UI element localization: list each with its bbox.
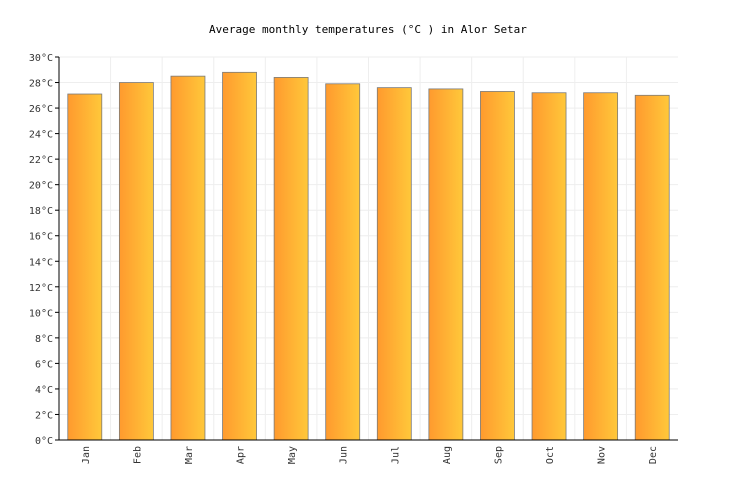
y-tick-label: 8°C (35, 334, 53, 345)
x-tick-label: Mar (184, 446, 195, 464)
y-tick-label: 2°C (35, 410, 53, 421)
y-tick-label: 18°C (29, 206, 53, 217)
y-tick-label: 12°C (29, 283, 53, 294)
chart-title: Average monthly temperatures (°C ) in Al… (209, 23, 527, 36)
x-axis-ticks: Jan Feb Mar Apr May Jun Jul Aug Sep Oct Nov Dec (81, 446, 659, 464)
y-tick-label: 22°C (29, 155, 53, 166)
x-tick-label: Nov (597, 446, 608, 464)
bar-apr (222, 71, 257, 441)
bar-jun (325, 83, 361, 441)
x-tick-label: Sep (493, 446, 504, 464)
bars (67, 71, 670, 441)
x-tick-label: May (287, 446, 298, 464)
bar-aug (428, 88, 464, 441)
x-tick-label: Jan (81, 446, 92, 464)
y-tick-label: 0°C (35, 436, 53, 447)
bar-sep (480, 91, 515, 441)
x-tick-label: Feb (132, 446, 143, 464)
bar-may (273, 77, 309, 441)
y-tick-label: 10°C (29, 308, 53, 319)
y-tick-label: 26°C (29, 104, 53, 115)
y-tick-label: 28°C (29, 79, 53, 90)
x-tick-label: Dec (648, 446, 659, 464)
x-tick-label: Apr (236, 446, 247, 464)
bar-jan (67, 93, 103, 441)
bar-jul (376, 87, 412, 441)
y-tick-label: 6°C (35, 359, 53, 370)
y-tick-label: 16°C (29, 232, 53, 243)
x-tick-label: Oct (545, 446, 556, 464)
bar-feb (118, 82, 154, 441)
x-tick-label: Jun (339, 446, 350, 464)
x-tick-label: Aug (442, 446, 453, 464)
grid-lines (59, 56, 678, 441)
y-tick-label: 14°C (29, 257, 53, 268)
bar-oct (531, 92, 567, 441)
y-tick-label: 4°C (35, 385, 53, 396)
y-axis-ticks: 0°C 2°C 4°C 6°C 8°C 10°C 12°C 14°C 16°C 18°C 20°C 2… (29, 53, 59, 447)
y-tick-label: 30°C (29, 53, 53, 64)
y-tick-label: 24°C (29, 130, 53, 141)
y-tick-label: 20°C (29, 181, 53, 192)
bar-nov (583, 92, 619, 441)
x-tick-label: Jul (390, 446, 401, 464)
bar-dec (634, 94, 670, 441)
bar-mar (170, 75, 206, 441)
